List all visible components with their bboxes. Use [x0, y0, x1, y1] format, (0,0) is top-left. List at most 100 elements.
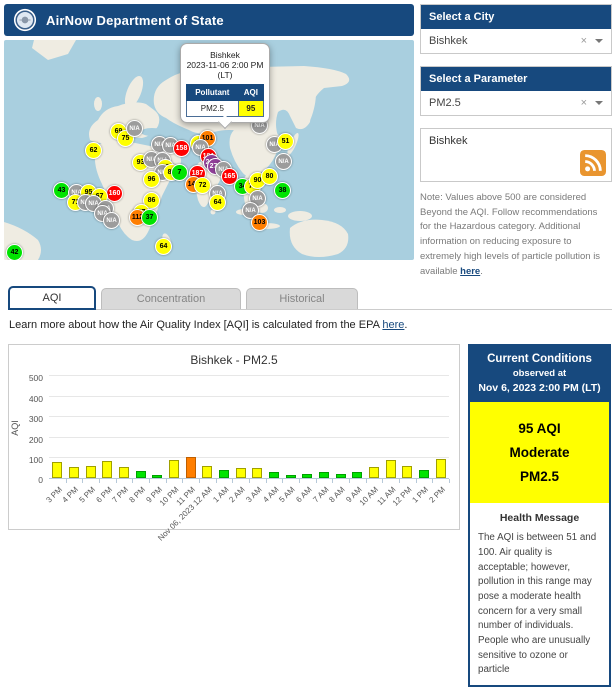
chart-bar[interactable] [286, 475, 296, 478]
learn-more-here-link[interactable]: here [382, 319, 404, 331]
map-marker[interactable]: 51 [277, 133, 294, 150]
map-marker[interactable]: 80 [261, 168, 278, 185]
chart-gridline [49, 416, 449, 417]
chart-x-tick-label: 1 PM [411, 485, 431, 505]
map-marker[interactable]: 103 [251, 214, 268, 231]
popup-col-pollutant: Pollutant [187, 85, 239, 101]
tab-bar: AQI Concentration Historical [8, 286, 612, 310]
chart-y-tick-label: 200 [17, 435, 43, 445]
map-marker[interactable]: 62 [85, 142, 102, 159]
chart-bar[interactable] [436, 459, 446, 478]
chart-gridline [49, 437, 449, 438]
chart-y-tick-label: 0 [17, 475, 43, 485]
chart-x-tick [399, 479, 400, 483]
learn-more-text: Learn more about how the Air Quality Ind… [9, 319, 612, 331]
chart-gridline [49, 457, 449, 458]
chart-y-tick-label: 300 [17, 414, 43, 424]
chart-bar[interactable] [169, 460, 179, 478]
chart-bar[interactable] [336, 474, 346, 479]
chart-x-tick-label: 5 AM [278, 485, 297, 504]
chart-bar[interactable] [152, 475, 162, 478]
chart-x-tick [416, 479, 417, 483]
map-marker[interactable]: 42 [6, 244, 23, 260]
map-marker[interactable]: 158 [173, 140, 190, 157]
popup-timezone: (LT) [186, 70, 264, 80]
feed-city-label: Bishkek [429, 135, 468, 147]
chart-bar[interactable] [352, 472, 362, 479]
chart-x-tick [432, 479, 433, 483]
city-panel: Select a City Bishkek × [420, 4, 612, 54]
airnow-page: AirNow Department of State [0, 0, 616, 691]
chart-bar[interactable] [402, 466, 412, 478]
map-marker[interactable]: N/A [103, 212, 120, 229]
current-conditions-title: Current Conditions [474, 353, 605, 365]
chart-bar[interactable] [136, 471, 146, 478]
chart-x-tick-label: 3 PM [44, 485, 64, 505]
map-popup[interactable]: Bishkek 2023-11-06 2:00 PM (LT) Pollutan… [180, 43, 270, 123]
chart-bar[interactable] [119, 467, 129, 478]
chart-x-tick [249, 479, 250, 483]
map-marker[interactable]: 96 [143, 171, 160, 188]
world-aqi-map[interactable]: 626975N/AN/AN/A15886101N/A93N/AN/A98N/A8… [4, 40, 414, 260]
chart-bar[interactable] [202, 466, 212, 479]
popup-table: Pollutant AQI PM2.5 95 [186, 84, 264, 117]
map-marker[interactable]: N/A [275, 153, 292, 170]
rss-icon[interactable] [580, 150, 606, 176]
city-clear-icon[interactable]: × [581, 35, 587, 47]
map-marker[interactable]: 38 [274, 182, 291, 199]
chart-bar[interactable] [252, 468, 262, 479]
chart-y-tick-label: 100 [17, 455, 43, 465]
map-marker[interactable]: 160 [106, 185, 123, 202]
popup-pollutant-value: PM2.5 [187, 101, 239, 117]
popup-city: Bishkek [186, 50, 264, 60]
chart-bar[interactable] [302, 474, 312, 478]
parameter-select[interactable]: PM2.5 × [421, 91, 611, 115]
chart-bar[interactable] [102, 461, 112, 478]
chart-x-tick-label: 2 PM [427, 485, 447, 505]
map-marker[interactable]: 7 [171, 164, 188, 181]
chart-x-tick-label: 3 AM [244, 485, 263, 504]
chevron-down-icon[interactable] [595, 101, 603, 105]
chart-title: Bishkek - PM2.5 [9, 353, 459, 367]
chart-x-tick [216, 479, 217, 483]
chart-x-tick-label: 4 PM [61, 485, 81, 505]
chart-x-tick [232, 479, 233, 483]
chart-x-tick [66, 479, 67, 483]
tab-concentration[interactable]: Concentration [101, 288, 241, 309]
current-conditions-header: Current Conditions observed at Nov 6, 20… [470, 346, 609, 402]
chart-x-tick [299, 479, 300, 483]
popup-datetime: 2023-11-06 2:00 PM [186, 60, 264, 70]
city-select-value: Bishkek [429, 35, 468, 47]
health-message-section: Health Message The AQI is between 51 and… [470, 503, 609, 685]
chart-bar[interactable] [52, 462, 62, 478]
map-marker[interactable]: 37 [141, 209, 158, 226]
chart-bar[interactable] [269, 472, 279, 478]
parameter-clear-icon[interactable]: × [581, 97, 587, 109]
aqi-bar-chart: Bishkek - PM2.5 AQI 01002003004005003 PM… [8, 344, 460, 530]
chevron-down-icon[interactable] [595, 39, 603, 43]
tab-aqi[interactable]: AQI [8, 286, 96, 310]
chart-bar[interactable] [69, 467, 79, 478]
city-select[interactable]: Bishkek × [421, 29, 611, 53]
chart-bar[interactable] [219, 470, 229, 478]
feed-box: Bishkek [420, 128, 612, 182]
map-marker[interactable]: 64 [155, 238, 172, 255]
map-marker[interactable]: 64 [209, 194, 226, 211]
note-here-link[interactable]: here [460, 266, 480, 277]
app-header: AirNow Department of State [4, 4, 414, 36]
chart-bar[interactable] [386, 460, 396, 478]
aqi-summary-block: 95 AQI Moderate PM2.5 [470, 402, 609, 503]
chart-bar[interactable] [319, 472, 329, 479]
chart-x-tick-label: 8 AM [328, 485, 347, 504]
map-marker[interactable]: N/A [126, 120, 143, 137]
chart-bar[interactable] [86, 466, 96, 479]
chart-bar[interactable] [236, 468, 246, 479]
tab-historical[interactable]: Historical [246, 288, 358, 309]
chart-x-tick [266, 479, 267, 483]
chart-bar[interactable] [369, 467, 379, 478]
chart-bar[interactable] [419, 470, 429, 478]
popup-aqi-value: 95 [238, 101, 263, 117]
chart-bar[interactable] [186, 457, 196, 478]
parameter-select-value: PM2.5 [429, 97, 461, 109]
note-text: Note: Values above 500 are considered Be… [420, 192, 600, 277]
